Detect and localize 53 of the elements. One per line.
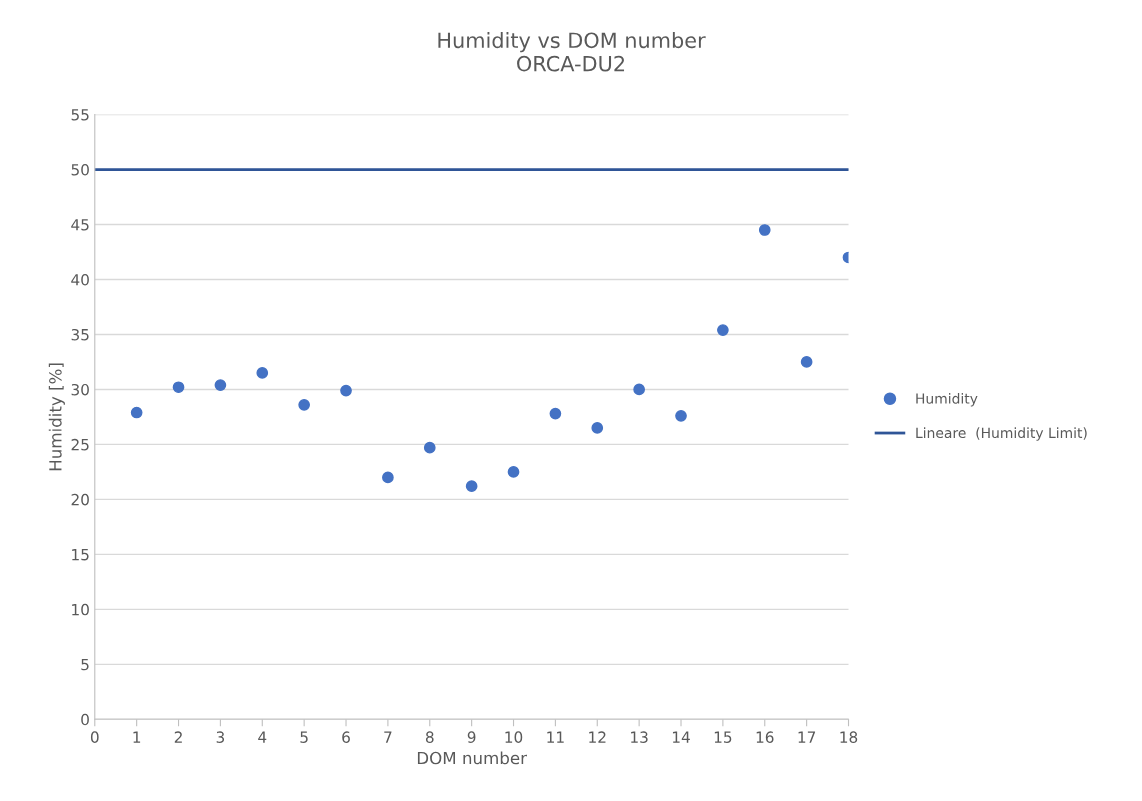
y-tick-label: 45 bbox=[71, 219, 89, 231]
point bbox=[340, 384, 352, 397]
point bbox=[800, 356, 813, 368]
y-tick-label: 40 bbox=[71, 273, 89, 286]
point bbox=[382, 471, 394, 484]
x-tick-label: 2 bbox=[174, 731, 182, 743]
point bbox=[130, 406, 143, 419]
y-tick-label: 35 bbox=[71, 328, 89, 341]
point bbox=[214, 379, 227, 391]
point bbox=[717, 324, 729, 336]
x-axis-title: DOM number bbox=[417, 751, 527, 765]
y-tick-label: 55 bbox=[71, 109, 89, 121]
y-axis-title: Humidity [%] bbox=[48, 363, 65, 471]
x-tick-label: 10 bbox=[505, 731, 523, 743]
x-tick-label: 13 bbox=[631, 731, 648, 743]
y-tick-label: 30 bbox=[71, 383, 89, 396]
x-tick-label: 8 bbox=[425, 731, 434, 743]
point bbox=[507, 466, 520, 478]
point bbox=[758, 224, 771, 236]
x-tick-label: 7 bbox=[384, 731, 392, 743]
x-tick-label: 0 bbox=[90, 731, 99, 743]
point bbox=[591, 422, 604, 434]
x-tick-label: 18 bbox=[840, 731, 858, 743]
y-tick-label: 0 bbox=[81, 713, 89, 726]
legend-label: Humidity bbox=[916, 393, 978, 407]
x-tick-label: 5 bbox=[300, 731, 308, 743]
point bbox=[633, 383, 645, 396]
point bbox=[298, 398, 310, 411]
x-tick-label: 4 bbox=[258, 731, 267, 743]
y-tick-label: 25 bbox=[71, 438, 89, 451]
y-tick-label: 50 bbox=[71, 163, 89, 176]
y-tick-label: 5 bbox=[81, 658, 89, 671]
x-tick-label: 11 bbox=[547, 731, 564, 743]
point bbox=[549, 407, 562, 420]
x-tick-label: 14 bbox=[672, 731, 690, 743]
x-tick-label: 6 bbox=[342, 731, 350, 743]
x-tick-label: 3 bbox=[216, 731, 225, 743]
x-tick-label: 9 bbox=[467, 731, 476, 743]
point bbox=[465, 480, 478, 493]
point bbox=[675, 409, 687, 422]
y-tick-label: 10 bbox=[72, 603, 89, 616]
legend-label: Lineare (Humidity Limit) bbox=[916, 427, 1087, 441]
y-tick-label: 15 bbox=[72, 549, 89, 561]
point bbox=[172, 381, 185, 394]
point bbox=[256, 367, 269, 379]
x-tick-label: 16 bbox=[756, 731, 774, 743]
x-tick-label: 15 bbox=[714, 731, 732, 743]
x-tick-label: 12 bbox=[589, 731, 606, 743]
x-tick-label: 17 bbox=[798, 731, 816, 743]
x-tick-label: 1 bbox=[133, 731, 141, 743]
point bbox=[423, 441, 436, 454]
chart-title: Humidity vs DOM number ORCA-DU2 bbox=[438, 32, 706, 72]
y-tick-label: 20 bbox=[71, 493, 89, 506]
